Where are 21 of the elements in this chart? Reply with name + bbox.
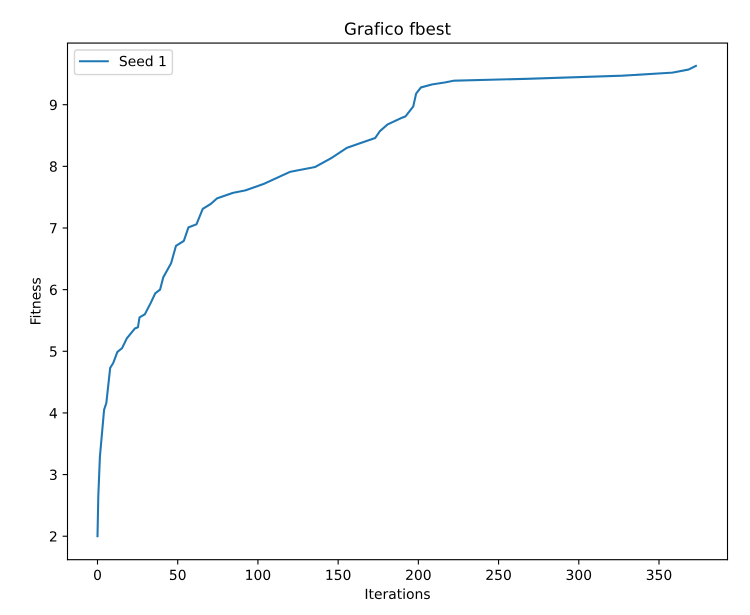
chart-title: Grafico fbest	[344, 22, 451, 35]
y-tick-label: 9	[50, 100, 57, 110]
x-tick-label: 0	[94, 570, 101, 580]
x-axis-title: Iterations	[366, 588, 430, 600]
y-tick-label: 5	[50, 346, 57, 357]
x-tick-label: 50	[170, 570, 186, 580]
y-tick-label: 4	[50, 408, 57, 418]
x-tick-label: 350	[646, 570, 672, 580]
y-tick-label: 2	[50, 531, 56, 542]
legend-label: Seed 1	[120, 56, 166, 66]
y-axis-title: Fitness	[30, 278, 41, 324]
x-tick-label: 100	[246, 570, 270, 580]
line-series	[96, 64, 697, 538]
x-tick-label: 300	[566, 570, 592, 580]
y-tick-label: 8	[50, 161, 57, 172]
y-tick-label: 3	[50, 470, 57, 480]
x-tick-label: 200	[406, 570, 431, 580]
y-tick-label: 7	[50, 223, 57, 234]
x-tick-label: 250	[486, 570, 511, 580]
y-tick-label: 6	[50, 284, 57, 296]
x-tick-label: 150	[326, 570, 350, 580]
